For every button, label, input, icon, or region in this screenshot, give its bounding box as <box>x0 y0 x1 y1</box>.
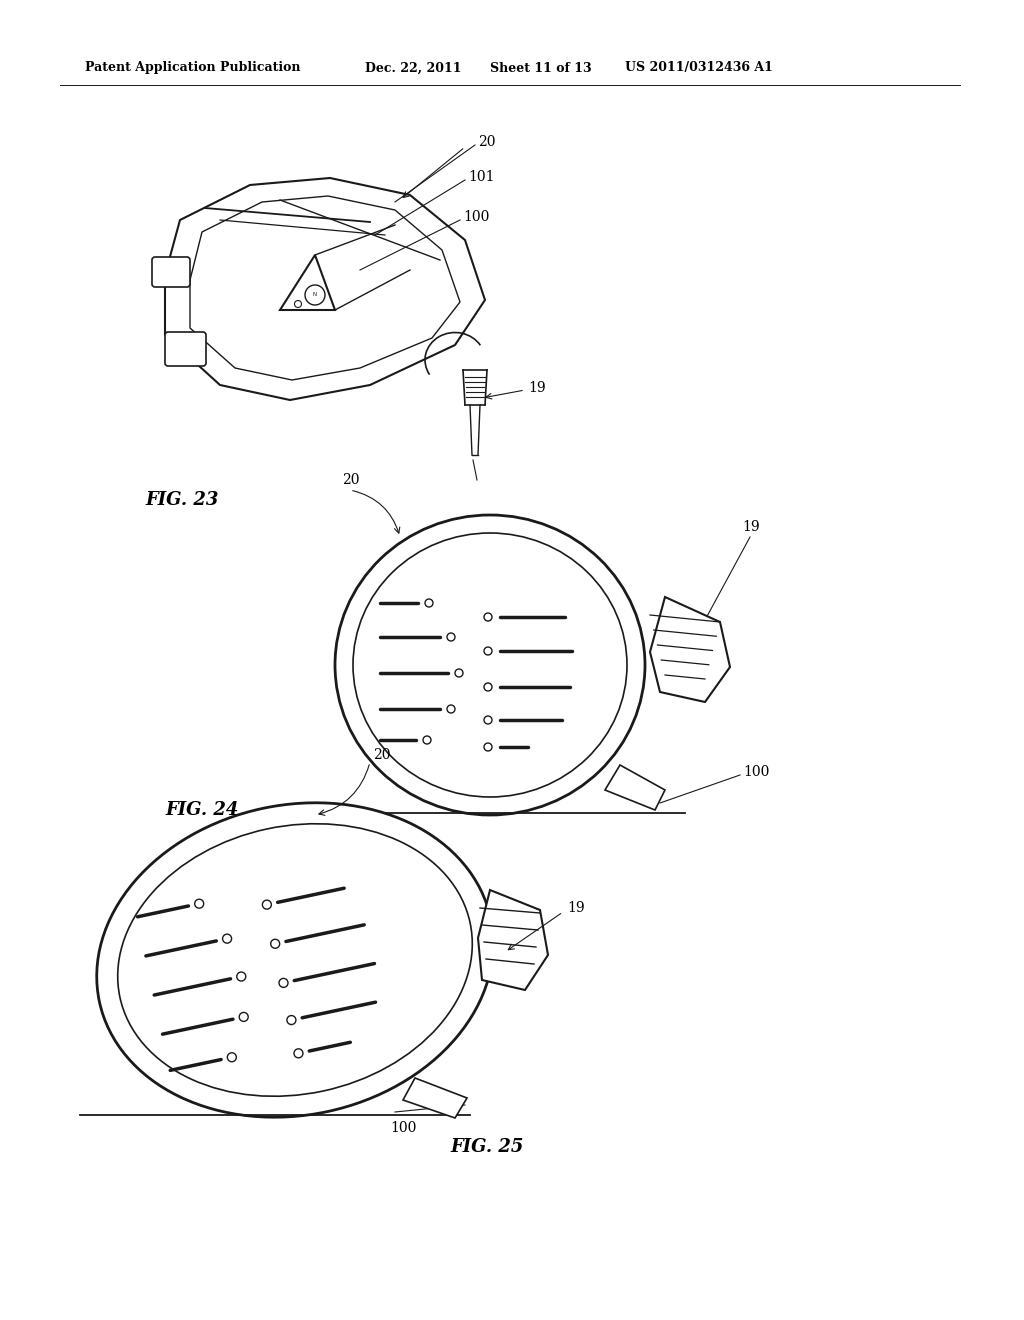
Circle shape <box>305 285 325 305</box>
Text: 19: 19 <box>567 902 585 915</box>
Circle shape <box>287 1015 296 1024</box>
Ellipse shape <box>96 803 494 1117</box>
Polygon shape <box>403 1078 467 1118</box>
Circle shape <box>240 1012 248 1022</box>
Circle shape <box>484 715 492 723</box>
Circle shape <box>227 1053 237 1061</box>
Text: N: N <box>313 293 317 297</box>
Circle shape <box>447 705 455 713</box>
Text: 19: 19 <box>742 520 760 535</box>
Circle shape <box>484 682 492 690</box>
Text: 20: 20 <box>373 748 390 762</box>
Circle shape <box>279 978 288 987</box>
Circle shape <box>447 634 455 642</box>
Text: Patent Application Publication: Patent Application Publication <box>85 62 300 74</box>
Text: 100: 100 <box>390 1121 417 1135</box>
Text: Dec. 22, 2011: Dec. 22, 2011 <box>365 62 462 74</box>
Ellipse shape <box>335 515 645 814</box>
Circle shape <box>425 599 433 607</box>
Circle shape <box>237 972 246 981</box>
Circle shape <box>295 301 301 308</box>
Circle shape <box>484 647 492 655</box>
Text: 101: 101 <box>468 170 495 183</box>
Circle shape <box>222 935 231 944</box>
Polygon shape <box>280 255 335 310</box>
Text: 20: 20 <box>478 135 496 149</box>
Text: 100: 100 <box>463 210 489 224</box>
Circle shape <box>195 899 204 908</box>
Circle shape <box>484 612 492 620</box>
Polygon shape <box>478 890 548 990</box>
Text: 100: 100 <box>743 766 769 779</box>
Text: US 2011/0312436 A1: US 2011/0312436 A1 <box>625 62 773 74</box>
Ellipse shape <box>118 824 472 1096</box>
Text: FIG. 25: FIG. 25 <box>450 1138 523 1156</box>
FancyBboxPatch shape <box>152 257 190 286</box>
Circle shape <box>262 900 271 909</box>
FancyBboxPatch shape <box>165 333 206 366</box>
Circle shape <box>484 743 492 751</box>
Text: 20: 20 <box>342 473 359 487</box>
Circle shape <box>455 669 463 677</box>
Polygon shape <box>650 597 730 702</box>
Circle shape <box>294 1049 303 1057</box>
Text: Sheet 11 of 13: Sheet 11 of 13 <box>490 62 592 74</box>
Text: FIG. 23: FIG. 23 <box>145 491 218 510</box>
Ellipse shape <box>353 533 627 797</box>
Text: 19: 19 <box>528 381 546 395</box>
Circle shape <box>423 737 431 744</box>
Circle shape <box>270 940 280 948</box>
Polygon shape <box>605 766 665 810</box>
Text: FIG. 24: FIG. 24 <box>165 801 239 818</box>
